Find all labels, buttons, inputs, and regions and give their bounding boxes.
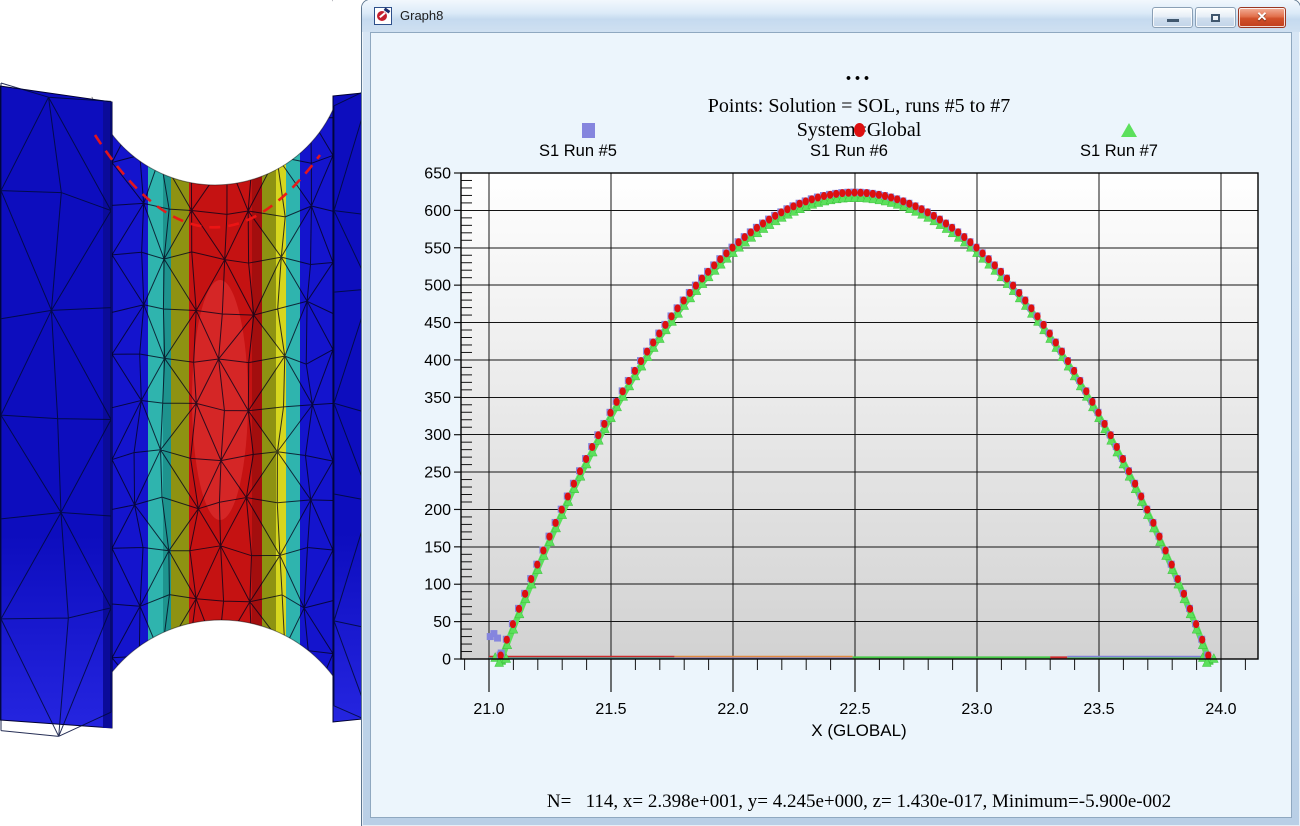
- legend-marker-box: [853, 121, 865, 139]
- window-title-bar[interactable]: Graph8 ✕: [362, 0, 1300, 32]
- window-controls: ✕: [1150, 7, 1286, 28]
- legend-marker-box: [1121, 121, 1137, 139]
- svg-text:450: 450: [424, 315, 451, 332]
- legend-item-run5: S1 Run #5: [508, 121, 648, 161]
- restore-icon: [1211, 14, 1220, 22]
- axis-frame: [460, 172, 1259, 660]
- svg-text:550: 550: [424, 240, 451, 257]
- triangle-marker-icon: [1121, 123, 1137, 137]
- svg-text:0: 0: [442, 652, 451, 669]
- svg-text:21.0: 21.0: [473, 701, 504, 718]
- minimize-icon: [1167, 19, 1179, 22]
- legend-label: S1 Run #6: [810, 142, 888, 160]
- close-icon: ✕: [1256, 9, 1268, 24]
- window-title: Graph8: [400, 8, 444, 23]
- svg-text:500: 500: [424, 278, 451, 295]
- baseline-lines: [489, 655, 1204, 660]
- femap-app-icon: [374, 7, 392, 25]
- svg-text:50: 50: [433, 614, 451, 631]
- x-axis: 21.0 21.5 22.0 22.5 23.0 23.5 24.0: [464, 659, 1246, 718]
- title-overflow-indicator: ...: [845, 60, 873, 86]
- svg-text:600: 600: [424, 203, 451, 220]
- svg-text:24.0: 24.0: [1205, 701, 1236, 718]
- series-s1-run-6: [497, 188, 1212, 660]
- close-button[interactable]: ✕: [1238, 7, 1286, 28]
- chart-footer: N= 114, x= 2.398e+001, y= 4.245e+000, z=…: [425, 744, 1293, 826]
- chart-canvas[interactable]: 0 50 100 150 200 250 300 350 400 450 500 550 600 650 2…: [370, 32, 1292, 818]
- cylinder-blocks: [0, 85, 373, 729]
- svg-text:23.5: 23.5: [1083, 701, 1114, 718]
- y-axis: 0 50 100 150 200 250 300 350 400 450 500 550 600 650: [424, 166, 472, 669]
- fea-contour-plot: [0, 0, 373, 826]
- svg-text:250: 250: [424, 465, 451, 482]
- x-axis-title: X (GLOBAL): [811, 721, 907, 740]
- legend-item-run7: S1 Run #7: [1049, 121, 1189, 161]
- plot-background: [461, 173, 1258, 659]
- svg-text:300: 300: [424, 427, 451, 444]
- svg-text:100: 100: [424, 577, 451, 594]
- svg-text:22.0: 22.0: [717, 701, 748, 718]
- background-wedges: [0, 0, 372, 826]
- svg-text:350: 350: [424, 390, 451, 407]
- fea-model-viewport[interactable]: [0, 0, 373, 826]
- legend-label: S1 Run #5: [539, 142, 617, 160]
- footer-minimum-line: N= 114, x= 2.398e+001, y= 4.245e+000, z=…: [546, 791, 1172, 812]
- square-marker-icon: [581, 122, 595, 138]
- graph8-window: Graph8 ✕ 0 50 100 150 200 250 300 350 400 450 500 5…: [362, 0, 1300, 826]
- legend-marker-box: [581, 121, 595, 139]
- svg-text:150: 150: [424, 539, 451, 556]
- svg-text:22.5: 22.5: [839, 701, 870, 718]
- legend-label: S1 Run #7: [1080, 142, 1158, 160]
- legend-item-run6: S1 Run #6: [779, 121, 919, 161]
- svg-text:650: 650: [424, 166, 451, 183]
- svg-text:23.0: 23.0: [961, 701, 992, 718]
- circle-marker-icon: [853, 123, 865, 137]
- restore-button[interactable]: [1195, 7, 1236, 28]
- xy-plot: 0 50 100 150 200 250 300 350 400 450 500 550 600 650 2…: [424, 166, 1259, 718]
- svg-text:21.5: 21.5: [595, 701, 626, 718]
- svg-text:200: 200: [424, 502, 451, 519]
- minimize-button[interactable]: [1152, 7, 1193, 28]
- svg-text:400: 400: [424, 352, 451, 369]
- chart-title: Points: Solution = SOL, runs #5 to #7: [707, 95, 1011, 117]
